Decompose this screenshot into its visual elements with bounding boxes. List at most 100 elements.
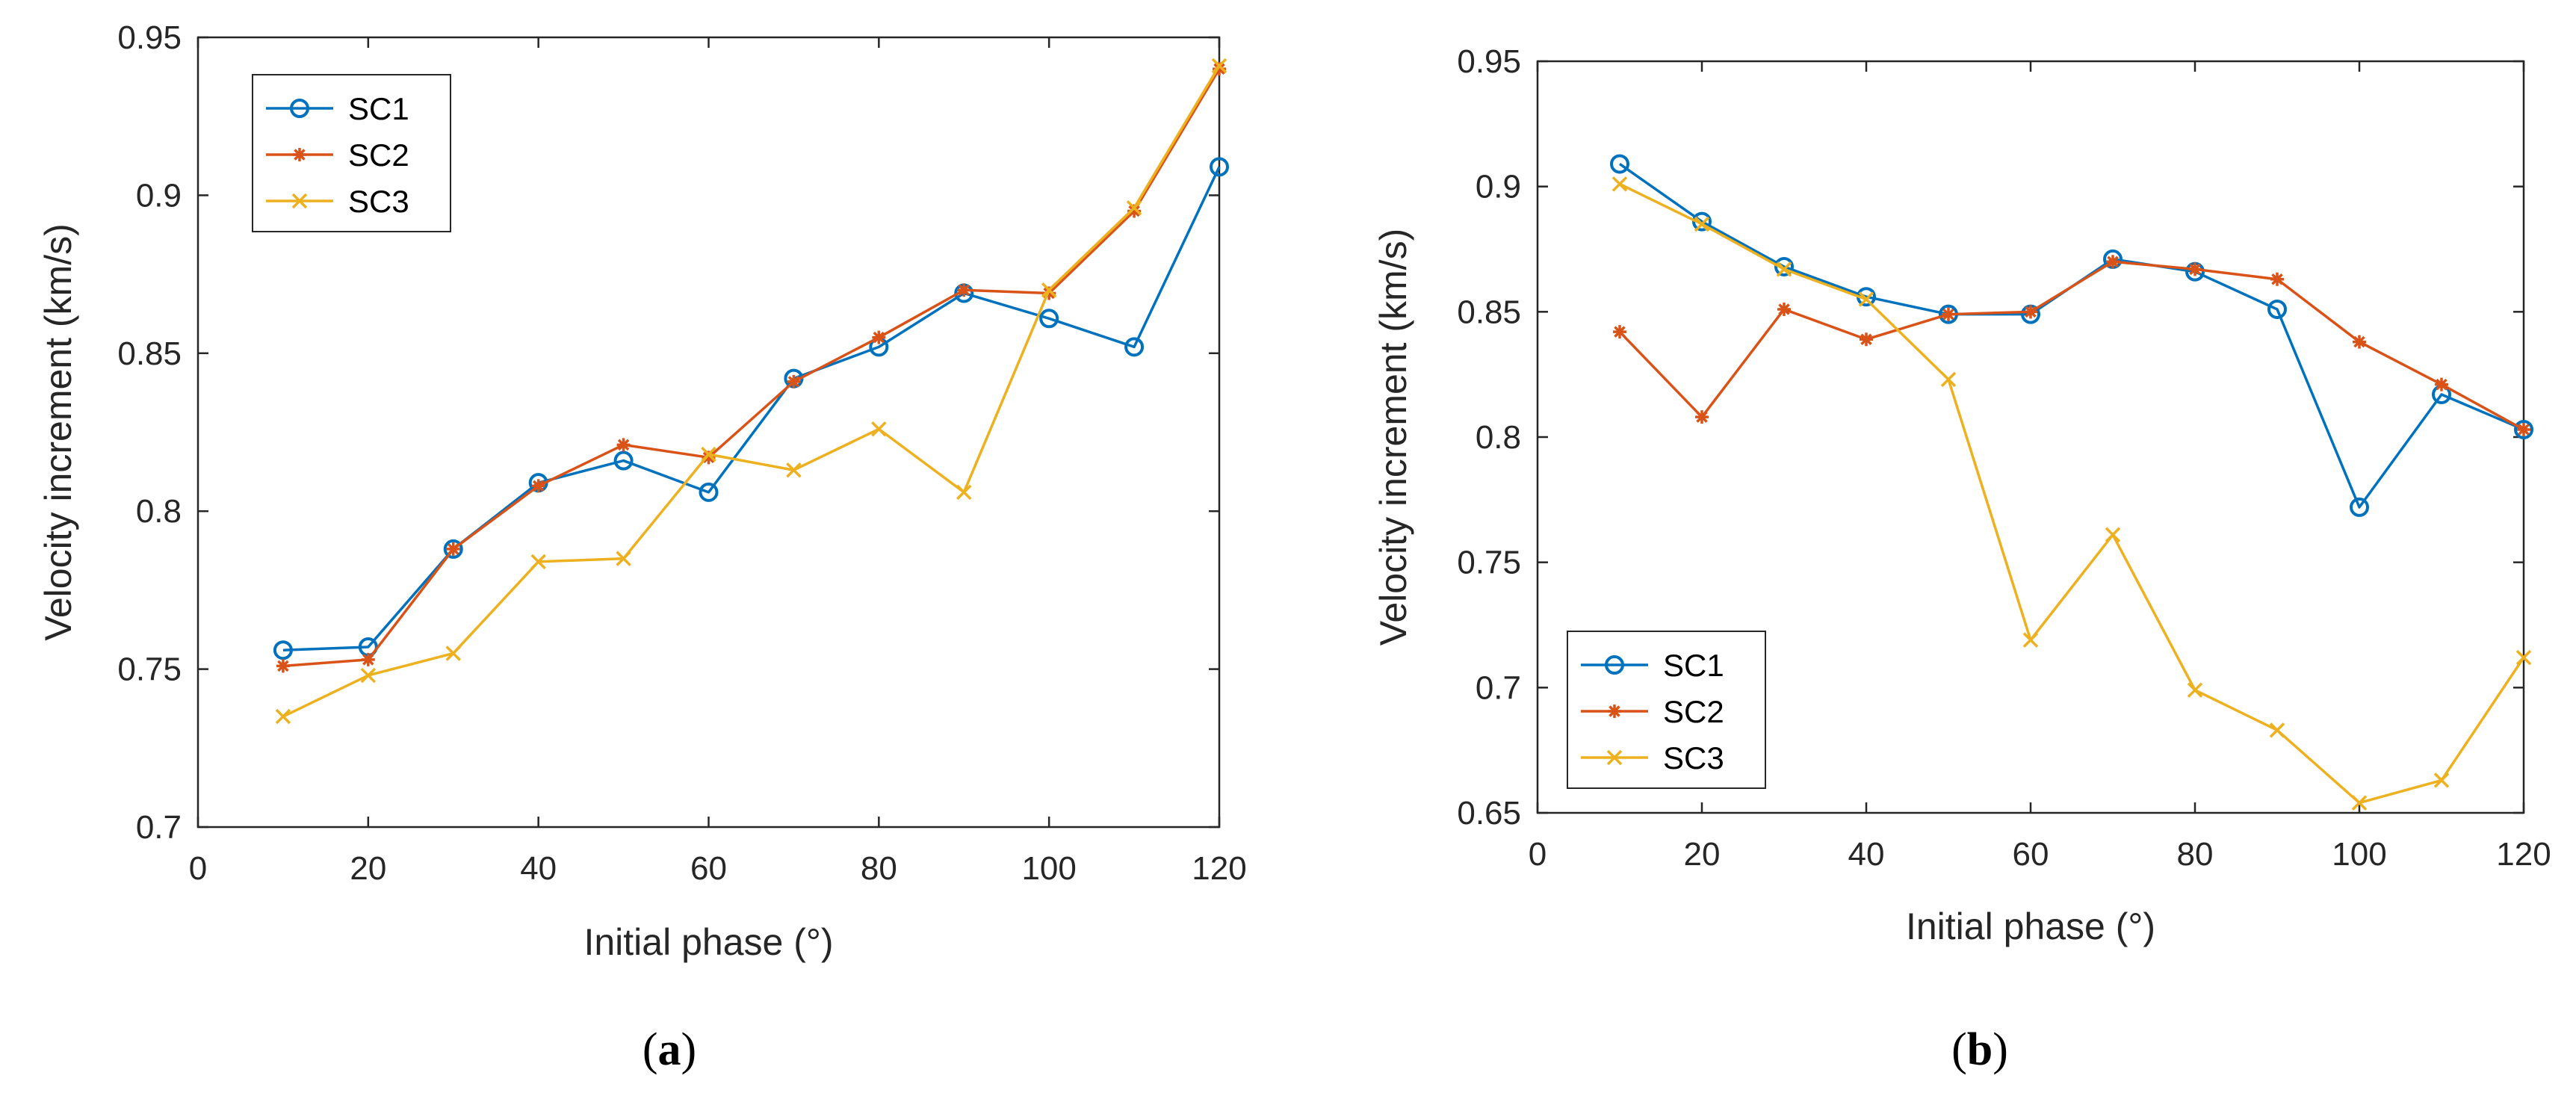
- series-line-sc3: [1619, 182, 2525, 805]
- data-point-sc3: [1211, 58, 1227, 74]
- data-point-sc3: [1940, 371, 1957, 388]
- data-point-sc2: [2517, 422, 2530, 436]
- data-point-sc3: [616, 551, 631, 566]
- data-point-sc2: [702, 451, 716, 465]
- legend-label-sc1: SC1: [1663, 648, 1724, 683]
- data-point-sc1: [2350, 497, 2369, 517]
- legend-label-sc2: SC2: [1663, 694, 1724, 729]
- data-point-sc3: [2351, 795, 2368, 811]
- data-point-sc3: [2269, 722, 2285, 738]
- legend-label-sc3: SC3: [1663, 740, 1724, 776]
- x-tick-label: 20: [1684, 836, 1721, 873]
- data-point-sc1: [2267, 299, 2287, 319]
- data-point-sc2: [787, 374, 801, 388]
- data-point-sc3: [1041, 282, 1057, 298]
- chart-panel-b: 0 20 40 60 80 100 120 0.65 0.7 0.75 0.8 0.85 0.9 0.95…: [1372, 43, 2551, 1075]
- data-point-sc2: [1695, 410, 1709, 424]
- data-point-sc2: [361, 652, 375, 666]
- data-point-sc2: [276, 659, 290, 673]
- caption-open: (: [643, 1024, 658, 1075]
- series-line-sc2: [1618, 260, 2524, 431]
- data-point-sc3: [2022, 632, 2039, 648]
- y-axis-label: Velocity increment (km/s): [37, 223, 79, 640]
- data-point-sc1: [1039, 309, 1059, 329]
- data-point-sc3: [871, 421, 887, 437]
- data-point-sc2: [2188, 262, 2202, 276]
- legend-marker-sc2: [1608, 705, 1621, 718]
- y-tick-label: 0.9: [1476, 169, 1521, 205]
- caption-letter: b: [1967, 1024, 1993, 1075]
- legend-marker-sc1: [1605, 655, 1624, 675]
- data-point-sc3: [1611, 176, 1628, 192]
- x-tick-label: 40: [1848, 836, 1885, 873]
- series-line-sc2: [282, 68, 1221, 668]
- data-point-sc3: [1694, 216, 1710, 232]
- x-tick-label: 20: [350, 850, 386, 887]
- caption-close: ): [1993, 1024, 2008, 1075]
- legend-marker-sc3: [1606, 749, 1623, 766]
- y-tick-label: 0.75: [117, 651, 182, 688]
- data-point-sc2: [1942, 307, 1955, 321]
- caption-close: ): [681, 1024, 697, 1075]
- data-point-sc2: [531, 479, 545, 493]
- data-point-sc2: [1860, 332, 1873, 347]
- x-axis-label: Initial phase (°): [1906, 905, 2155, 947]
- legend-marker-sc1: [290, 99, 309, 118]
- legend: SC1 SC2 SC3: [1567, 631, 1766, 789]
- legend-marker-sc3: [291, 193, 308, 209]
- x-tick-label: 60: [690, 850, 727, 887]
- data-point-sc2: [1127, 204, 1142, 218]
- data-point-sc1: [1210, 157, 1229, 177]
- y-tick-label: 0.95: [117, 19, 182, 56]
- y-tick-label: 0.8: [136, 493, 182, 530]
- data-point-sc1: [273, 640, 293, 660]
- data-point-sc2: [446, 542, 460, 556]
- legend-label-sc2: SC2: [348, 137, 409, 173]
- caption-open: (: [1951, 1024, 1967, 1075]
- x-tick-label: 100: [2332, 836, 2386, 873]
- y-tick-label: 0.65: [1457, 795, 1521, 832]
- data-point-sc2: [957, 283, 971, 297]
- legend-box: [1567, 631, 1766, 789]
- data-point-sc3: [445, 646, 461, 661]
- data-point-sc3: [1776, 261, 1792, 277]
- y-tick-label: 0.75: [1457, 545, 1521, 581]
- x-tick-label: 120: [1192, 850, 1246, 887]
- x-axis-label: Initial phase (°): [583, 921, 833, 963]
- legend-label-sc3: SC3: [348, 184, 409, 219]
- legend: SC1 SC2 SC3: [252, 74, 451, 232]
- data-point-sc1: [2514, 419, 2533, 439]
- data-point-sc2: [616, 438, 631, 452]
- data-point-sc1: [613, 451, 634, 471]
- y-tick-label: 0.85: [1457, 294, 1521, 330]
- legend-label-sc1: SC1: [348, 91, 409, 126]
- chart-panel-a: 0 20 40 60 80 100 120 0.7 0.75 0.8 0.85 0.9 0.95 Init…: [37, 19, 1247, 1075]
- panel-caption: (b): [1951, 1024, 2008, 1075]
- data-point-sc3: [1858, 291, 1874, 307]
- data-point-sc2: [2353, 335, 2366, 349]
- x-tick-label: 80: [2177, 836, 2214, 873]
- y-tick-label: 0.85: [117, 335, 182, 372]
- data-point-sc3: [2433, 773, 2450, 788]
- data-point-sc1: [1692, 211, 1712, 232]
- caption-letter: a: [658, 1024, 681, 1075]
- data-point-sc3: [530, 554, 546, 570]
- data-point-sc1: [1610, 154, 1629, 174]
- data-point-sc1: [699, 482, 719, 502]
- legend-box: [252, 74, 451, 232]
- legend-marker-sc2: [293, 148, 306, 161]
- series-line-sc3: [282, 65, 1221, 718]
- data-point-sc3: [956, 484, 972, 501]
- data-point-sc3: [360, 667, 377, 684]
- data-point-sc3: [275, 708, 291, 725]
- panel-caption: (a): [643, 1024, 696, 1075]
- data-point-sc2: [1613, 325, 1626, 339]
- x-tick-label: 60: [2013, 836, 2049, 873]
- data-point-sc2: [2270, 272, 2284, 286]
- data-point-sc2: [2435, 377, 2448, 391]
- y-tick-label: 0.9: [136, 177, 182, 214]
- y-tick-label: 0.95: [1457, 43, 1521, 80]
- x-tick-label: 80: [861, 850, 897, 887]
- y-axis-label: Velocity increment (km/s): [1372, 229, 1414, 646]
